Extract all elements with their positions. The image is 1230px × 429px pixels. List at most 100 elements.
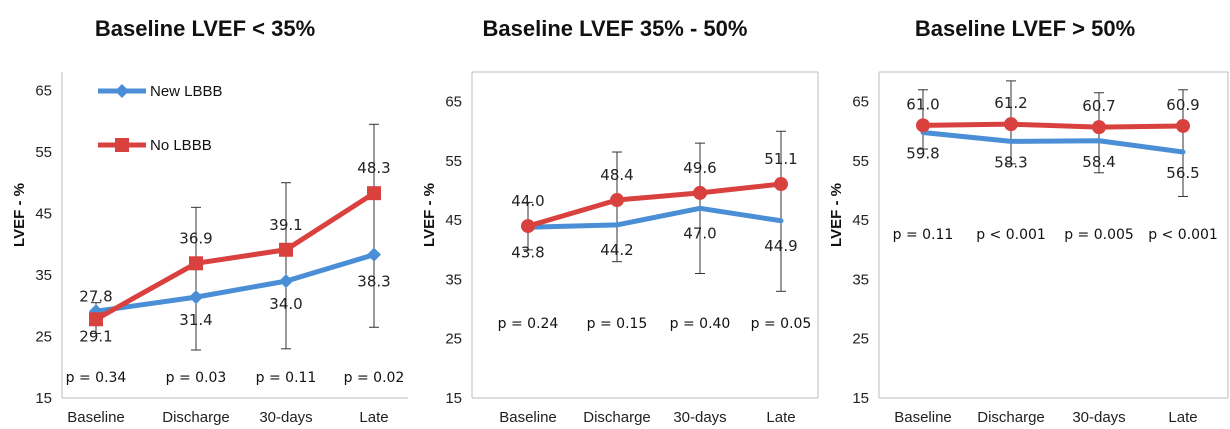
chart-panel-lvef-below-35: Baseline LVEF < 35% 15 25 35 45 55 65 LVEF - %… — [0, 0, 410, 429]
y-tick-label: 65 — [35, 82, 52, 99]
data-label-no-lbbb: 39.1 — [269, 216, 302, 234]
data-label-new-lbbb: 38.3 — [357, 273, 390, 291]
y-tick-label: 15 — [35, 390, 52, 407]
y-tick-label: 45 — [852, 212, 869, 229]
line-chart-lvef-35-50: 15 25 35 45 55 65 LVEF - % Baseline Discharge 30-… — [421, 71, 819, 426]
y-tick-label: 25 — [445, 331, 462, 348]
p-value-label: p = 0.11 — [256, 370, 317, 386]
series-line-new-lbbb — [525, 205, 784, 230]
line-chart-lvef-above-50: 15 25 35 45 55 65 LVEF - % Baseline Discharge 30-… — [828, 71, 1229, 426]
data-point-no-lbbb — [693, 185, 707, 200]
data-label-new-lbbb: 44.2 — [600, 241, 633, 259]
data-point-no-lbbb — [1004, 117, 1018, 132]
x-tick-label: Late — [1168, 409, 1197, 426]
y-tick-label: 55 — [35, 144, 52, 161]
data-point-no-lbbb — [189, 256, 203, 271]
y-tick-label: 55 — [852, 153, 869, 170]
series-line-no-lbbb — [525, 181, 784, 229]
data-label-new-lbbb: 58.3 — [994, 153, 1027, 171]
data-label-new-lbbb: 43.8 — [511, 243, 544, 261]
series-line-new-lbbb — [920, 129, 1186, 155]
data-label-no-lbbb: 51.1 — [764, 150, 797, 168]
y-axis-label: LVEF - % — [11, 183, 28, 247]
p-value-label: p = 0.40 — [670, 316, 731, 332]
series-line-no-lbbb — [920, 121, 1186, 130]
y-tick-label: 15 — [852, 390, 869, 407]
x-tick-label: Discharge — [162, 409, 230, 426]
y-tick-label: 35 — [445, 271, 462, 288]
x-tick-label: Baseline — [499, 409, 557, 426]
y-tick-label: 25 — [35, 328, 52, 345]
p-value-label: p < 0.001 — [1148, 227, 1218, 243]
y-tick-label: 45 — [445, 212, 462, 229]
data-label-new-lbbb: 56.5 — [1166, 164, 1199, 182]
data-point-no-lbbb — [610, 193, 624, 208]
data-label-no-lbbb: 48.4 — [600, 166, 633, 184]
data-label-no-lbbb: 44.0 — [511, 192, 544, 210]
data-label-new-lbbb: 59.8 — [906, 144, 939, 162]
x-tick-label: Discharge — [583, 409, 651, 426]
data-label-new-lbbb: 34.0 — [269, 295, 302, 313]
x-tick-label: Baseline — [894, 409, 952, 426]
data-point-no-lbbb — [367, 186, 381, 201]
chart-title: Baseline LVEF < 35% — [94, 16, 316, 41]
y-tick-label: 65 — [445, 94, 462, 111]
data-label-new-lbbb: 58.4 — [1082, 153, 1115, 171]
legend-label-new-lbbb: New LBBB — [150, 83, 223, 100]
legend-marker-no-lbbb — [115, 138, 129, 152]
x-tick-label: 30-days — [1072, 409, 1125, 426]
data-label-no-lbbb: 60.9 — [1166, 96, 1199, 114]
chart-title: Baseline LVEF > 50% — [914, 16, 1136, 41]
data-point-new-lbbb — [189, 290, 203, 305]
p-value-label: p = 0.005 — [1064, 227, 1134, 243]
data-label-no-lbbb: 36.9 — [179, 229, 212, 247]
data-point-no-lbbb — [279, 242, 293, 257]
data-point-new-lbbb — [279, 274, 293, 289]
chart-panel-lvef-35-50: Baseline LVEF 35% - 50% 15 25 35 45 55 65 LVEF… — [410, 0, 820, 429]
data-label-no-lbbb: 61.0 — [906, 95, 939, 113]
y-axis-label: LVEF - % — [421, 183, 438, 247]
y-tick-label: 55 — [445, 153, 462, 170]
data-label-no-lbbb: 27.8 — [79, 287, 112, 305]
data-point-no-lbbb — [89, 312, 103, 327]
y-tick-label: 45 — [35, 205, 52, 222]
p-value-label: p = 0.05 — [751, 316, 812, 332]
x-tick-label: 30-days — [259, 409, 312, 426]
p-value-label: p < 0.001 — [976, 227, 1046, 243]
data-point-no-lbbb — [916, 118, 930, 133]
line-chart-lvef-below-35: 15 25 35 45 55 65 LVEF - % Baseline Discharge 30-… — [11, 72, 408, 426]
x-tick-label: Late — [766, 409, 795, 426]
x-tick-label: Late — [359, 409, 388, 426]
data-point-no-lbbb — [774, 177, 788, 192]
y-tick-label: 15 — [445, 390, 462, 407]
series-line-no-lbbb — [93, 190, 377, 322]
data-point-no-lbbb — [521, 219, 535, 234]
data-label-no-lbbb: 60.7 — [1082, 97, 1115, 115]
data-label-no-lbbb: 48.3 — [357, 159, 390, 177]
series-line-new-lbbb — [93, 252, 377, 314]
p-value-label: p = 0.24 — [498, 316, 559, 332]
p-value-label: p = 0.03 — [166, 370, 227, 386]
y-tick-label: 25 — [852, 331, 869, 348]
y-tick-label: 65 — [852, 94, 869, 111]
x-tick-label: Discharge — [977, 409, 1045, 426]
data-point-no-lbbb — [1176, 118, 1190, 133]
p-value-label: p = 0.34 — [66, 370, 127, 386]
data-label-new-lbbb: 29.1 — [79, 327, 112, 345]
data-label-new-lbbb: 44.9 — [764, 237, 797, 255]
y-tick-label: 35 — [35, 267, 52, 284]
p-value-label: p = 0.02 — [344, 370, 405, 386]
p-value-label: p = 0.11 — [893, 227, 954, 243]
y-tick-label: 35 — [852, 271, 869, 288]
legend-label-no-lbbb: No LBBB — [150, 137, 212, 154]
y-axis-label: LVEF - % — [828, 183, 845, 247]
data-point-no-lbbb — [1092, 120, 1106, 135]
chart-panel-lvef-above-50: Baseline LVEF > 50% 15 25 35 45 55 65 LVEF - %… — [820, 0, 1230, 429]
data-label-new-lbbb: 47.0 — [683, 224, 716, 242]
data-label-no-lbbb: 49.6 — [683, 159, 716, 177]
data-label-no-lbbb: 61.2 — [994, 94, 1027, 112]
x-tick-label: Baseline — [67, 409, 125, 426]
x-tick-label: 30-days — [673, 409, 726, 426]
data-point-new-lbbb — [367, 247, 381, 262]
legend-marker-new-lbbb — [115, 84, 129, 98]
